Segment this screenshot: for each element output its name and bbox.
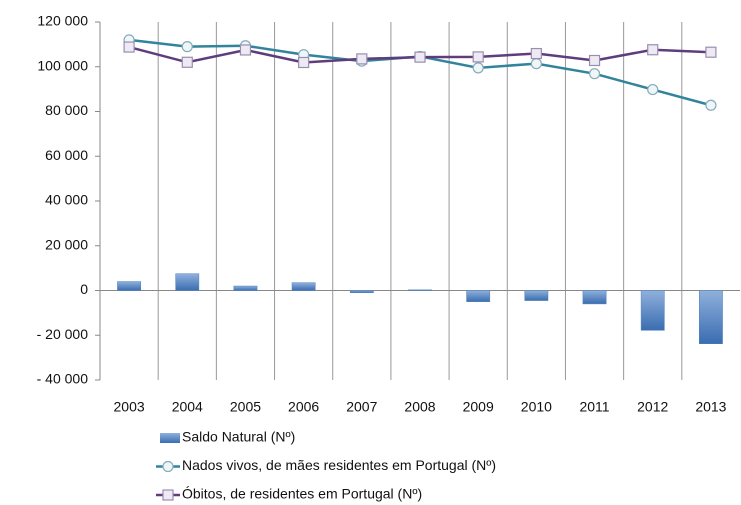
bar [175,273,200,291]
bar [582,290,607,305]
x-tick-label: 2007 [346,399,377,415]
legend-swatch [160,433,180,443]
y-tick-label: 100 000 [37,57,88,73]
y-tick-label: 120 000 [37,13,88,29]
marker [123,41,135,53]
bar [408,289,432,291]
x-tick-label: 2003 [114,399,145,415]
legend-label: Nados vivos, de mães residentes em Portu… [182,457,496,473]
marker [530,47,542,60]
y-tick-label: - 40 000 [37,371,89,387]
y-tick-label: 0 [80,281,88,297]
x-tick-label: 2009 [463,399,494,415]
marker [588,68,601,80]
x-tick-label: 2011 [579,399,609,415]
y-tick-label: 40 000 [45,192,88,208]
bar [349,290,374,293]
x-tick-label: 2013 [695,399,726,415]
y-tick-label: 20 000 [45,236,88,252]
marker [647,83,659,96]
marker [162,460,174,473]
marker [705,99,717,111]
bar [699,290,723,345]
x-tick-label: 2006 [288,399,319,415]
bar [117,281,141,291]
bar [466,290,491,302]
marker [239,44,252,56]
marker [588,54,601,67]
x-tick-label: 2005 [230,399,261,415]
marker [530,58,542,70]
marker [181,41,193,53]
bar [524,290,549,301]
marker [356,53,368,65]
bar [233,285,258,291]
bar [291,282,316,291]
marker [472,51,484,63]
x-tick-label: 2010 [521,399,552,415]
y-tick-label: - 20 000 [37,326,89,342]
x-tick-label: 2012 [637,399,668,415]
marker [162,489,174,501]
legend-label: Saldo Natural (Nº) [182,429,295,445]
marker [472,62,484,74]
x-tick-label: 2004 [172,399,203,415]
y-tick-label: 80 000 [45,102,88,118]
y-tick-label: 60 000 [45,147,88,163]
bar [640,290,665,331]
marker [414,51,426,63]
marker [705,46,717,58]
marker [298,56,310,69]
marker [647,44,659,56]
legend-label: Óbitos, de residentes em Portugal (Nº) [182,486,422,502]
x-tick-label: 2008 [404,399,435,415]
marker [181,56,193,68]
